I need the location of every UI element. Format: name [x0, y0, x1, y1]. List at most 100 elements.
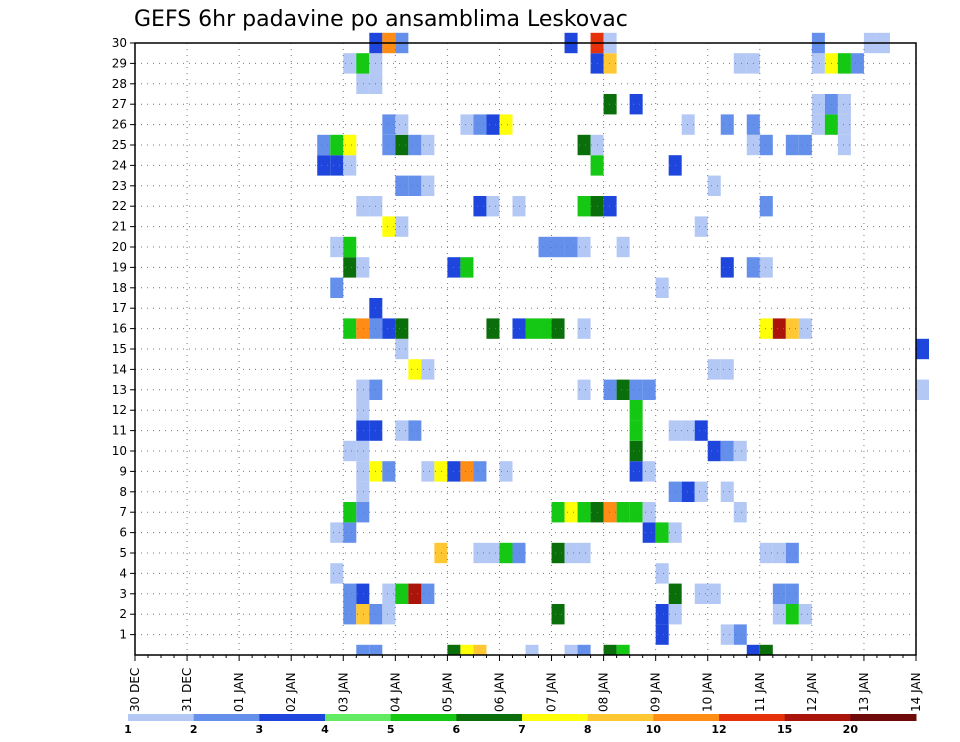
x-tick-label: 06 JAN [492, 672, 506, 712]
y-tick-label: 11 [112, 424, 127, 438]
y-tick-label: 21 [112, 220, 127, 234]
legend-label: 8 [584, 723, 592, 736]
heatmap-cell [759, 257, 773, 278]
heatmap-cell [343, 522, 357, 543]
x-tick-label: 13 JAN [857, 672, 871, 712]
heatmap-cell [720, 624, 734, 645]
heatmap-cell [629, 400, 643, 421]
heatmap-cell [343, 604, 357, 625]
heatmap-cell [811, 53, 825, 74]
y-tick-label: 15 [112, 342, 127, 356]
heatmap-cell [382, 134, 396, 156]
heatmap-cell [616, 644, 630, 655]
heatmap-cell [356, 440, 370, 462]
heatmap-cell [473, 114, 487, 135]
heatmap-cell [785, 604, 799, 625]
heatmap-cell [447, 644, 461, 655]
heatmap-cell [837, 94, 851, 115]
heatmap-cell [473, 461, 487, 482]
heatmap-cell [577, 379, 591, 400]
legend-swatch [784, 714, 851, 721]
heatmap-cell [343, 257, 357, 278]
heatmap-cell [733, 624, 747, 645]
heatmap-cell [629, 420, 643, 441]
heatmap-cell [642, 522, 656, 543]
heatmap-cell [564, 236, 578, 258]
heatmap-cell [551, 502, 565, 523]
y-tick-label: 23 [112, 179, 127, 193]
heatmap-cell [473, 644, 487, 655]
heatmap-cell [330, 563, 344, 584]
x-tick-label: 10 JAN [701, 672, 715, 712]
x-tick-label: 04 JAN [388, 672, 402, 712]
heatmap-cell [460, 461, 474, 482]
heatmap-cell [798, 604, 812, 625]
heatmap-cell [785, 583, 799, 604]
y-tick-label: 4 [119, 566, 127, 580]
heatmap-cell [434, 461, 448, 482]
heatmap-cell [434, 542, 448, 564]
heatmap-cell [408, 134, 422, 156]
y-tick-label: 29 [112, 56, 127, 70]
heatmap-cell [733, 53, 747, 74]
heatmap-cell [577, 502, 591, 523]
heatmap-cell [850, 53, 864, 74]
heatmap-cell [603, 379, 617, 400]
heatmap-cell [642, 502, 656, 523]
heatmap-cell [694, 216, 708, 237]
heatmap-cell [798, 318, 812, 339]
heatmap-cell [577, 542, 591, 564]
y-tick-label: 22 [112, 199, 127, 213]
heatmap-cell [694, 583, 708, 604]
y-tick-label: 8 [119, 485, 127, 499]
heatmap-cell [356, 318, 370, 339]
heatmap-cell [616, 236, 630, 258]
heatmap-cell [395, 318, 409, 339]
heatmap-cell [759, 644, 773, 655]
heatmap-cell [369, 644, 383, 655]
x-tick-label: 12 JAN [805, 672, 819, 712]
heatmap-cell [629, 94, 643, 115]
heatmap-cell [460, 114, 474, 135]
heatmap-cell [577, 236, 591, 258]
heatmap-cell [707, 583, 721, 604]
x-tick-label: 31 DEC [180, 668, 194, 712]
heatmap-cell [395, 134, 409, 156]
y-tick-label: 3 [119, 587, 127, 601]
heatmap-cell [720, 114, 734, 135]
heatmap-cell [655, 522, 669, 543]
heatmap-cell [785, 542, 799, 564]
heatmap-cell [759, 134, 773, 156]
legend-label: 6 [453, 723, 461, 736]
heatmap-cell [421, 461, 435, 482]
heatmap-cell [343, 236, 357, 258]
heatmap-cell [629, 440, 643, 462]
x-axis: 30 DEC 31 DEC 01 JAN 02 JAN 03 JAN 04 JAN 05 J… [128, 655, 923, 712]
heatmap-cell [720, 257, 734, 278]
heatmap-cell [720, 359, 734, 380]
heatmap-cell [642, 379, 656, 400]
heatmap-cell [759, 542, 773, 564]
legend-label: 3 [256, 723, 264, 736]
heatmap-cell [772, 542, 786, 564]
heatmap-cell [395, 175, 409, 196]
heatmap-cell [356, 400, 370, 421]
heatmap-cell [577, 318, 591, 339]
heatmap-cell [330, 522, 344, 543]
heatmap-cell [551, 236, 565, 258]
legend-label: 7 [518, 723, 526, 736]
heatmap-cell [655, 604, 669, 625]
heatmap-cell [356, 644, 370, 655]
heatmap-cell [395, 114, 409, 135]
heatmap-cell [564, 644, 578, 655]
heatmap-cell [694, 481, 708, 502]
heatmap-cell [629, 502, 643, 523]
heatmap-cell [603, 94, 617, 115]
heatmap-cell [733, 502, 747, 523]
heatmap-cell [460, 257, 474, 278]
legend-swatch [325, 714, 392, 721]
heatmap-cell [681, 420, 695, 441]
heatmap-cell [382, 114, 396, 135]
heatmap-cell [811, 114, 825, 135]
